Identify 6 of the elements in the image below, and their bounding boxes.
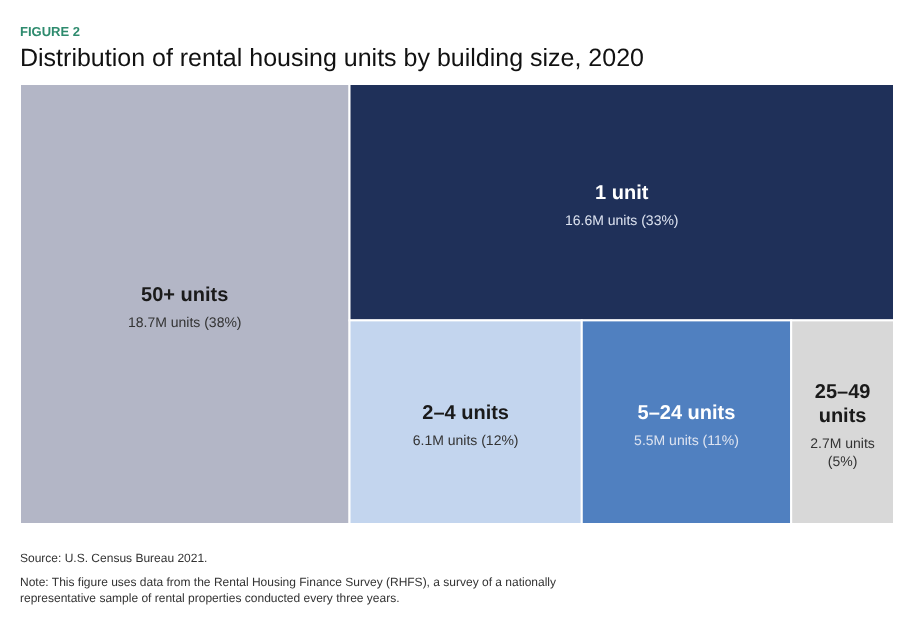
category-label: 50+ units [141,285,230,307]
category-label: 1 unit [595,183,650,206]
category-label: 5–24 units [637,403,737,426]
category-label: 2–4 units [422,403,510,426]
category-label: 25–49 units [814,382,872,429]
text: Distribution of rental housing units by building size, 2020 [20,44,645,72]
